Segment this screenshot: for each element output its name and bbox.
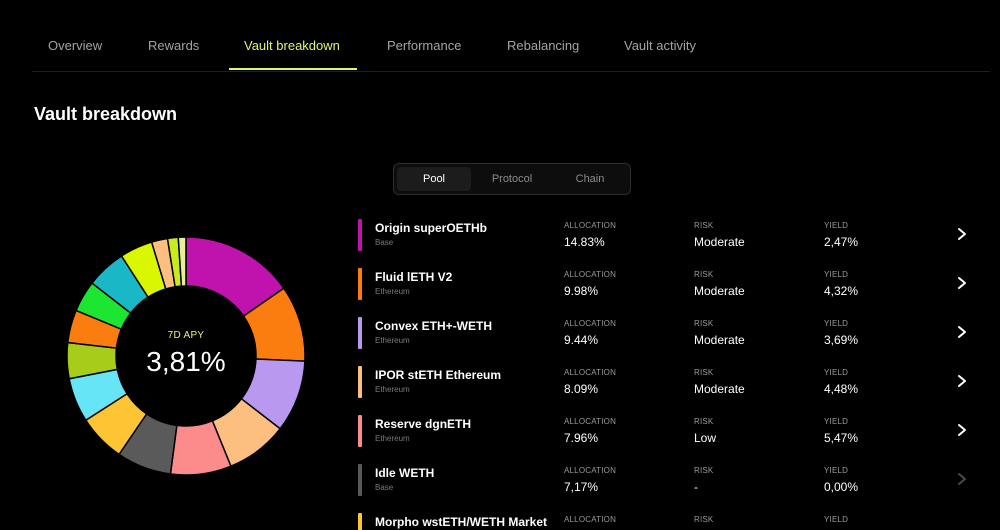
- yield-label: YIELD: [824, 466, 849, 475]
- pool-row[interactable]: Origin superOETHb Base ALLOCATION 14.83%…: [358, 219, 978, 259]
- pool-row[interactable]: IPOR stETH Ethereum Ethereum ALLOCATION …: [358, 366, 978, 406]
- toggle-protocol[interactable]: Protocol: [491, 173, 533, 185]
- pool-color-bar: [358, 366, 362, 398]
- tab-performance[interactable]: Performance: [387, 38, 462, 53]
- tab-rewards[interactable]: Rewards: [148, 38, 200, 53]
- pool-row[interactable]: Fluid lETH V2 Ethereum ALLOCATION 9.98% …: [358, 268, 978, 308]
- pool-chain: Base: [375, 483, 394, 492]
- tab-overview[interactable]: Overview: [48, 38, 103, 53]
- allocation-label: ALLOCATION: [564, 270, 617, 279]
- pool-row[interactable]: Convex ETH+-WETH Ethereum ALLOCATION 9.4…: [358, 317, 978, 357]
- risk-label: RISK: [694, 319, 714, 328]
- pool-row[interactable]: Reserve dgnETH Ethereum ALLOCATION 7.96%…: [358, 415, 978, 455]
- yield-value: 4,32%: [824, 284, 859, 298]
- yield-label: YIELD: [824, 368, 849, 377]
- risk-label: RISK: [694, 466, 714, 475]
- yield-value: 4,48%: [824, 382, 859, 396]
- risk-value: Low: [694, 431, 717, 445]
- chevron-right-icon[interactable]: [954, 225, 970, 243]
- pool-name: Convex ETH+-WETH: [375, 319, 493, 333]
- risk-value: Moderate: [694, 382, 745, 396]
- tab-vault-breakdown[interactable]: Vault breakdown: [244, 38, 340, 53]
- chevron-right-icon[interactable]: [954, 421, 970, 439]
- risk-value: Moderate: [694, 235, 745, 249]
- risk-label: RISK: [694, 221, 714, 230]
- chevron-right-icon[interactable]: [954, 323, 970, 341]
- allocation-value: 9.98%: [564, 284, 599, 298]
- allocation-label: ALLOCATION: [564, 221, 617, 230]
- risk-label: RISK: [694, 368, 714, 377]
- allocation-label: ALLOCATION: [564, 368, 617, 377]
- pool-row[interactable]: Morpho wstETH/WETH Market ALLOCATION RIS…: [358, 513, 978, 530]
- chevron-right-icon[interactable]: [954, 274, 970, 292]
- group-by-toggle: Pool Protocol Chain: [393, 163, 631, 195]
- tab-vault-activity[interactable]: Vault activity: [624, 38, 697, 53]
- risk-label: RISK: [694, 417, 714, 426]
- allocation-label: ALLOCATION: [564, 466, 617, 475]
- pool-name: Fluid lETH V2: [375, 270, 453, 284]
- active-tab-indicator: [229, 68, 357, 70]
- allocation-value: 14.83%: [564, 235, 605, 249]
- tab-rebalancing[interactable]: Rebalancing: [507, 38, 580, 53]
- pool-color-bar: [358, 219, 362, 251]
- apy-value: 3,81%: [146, 346, 226, 377]
- pool-color-bar: [358, 513, 362, 530]
- pool-name: Idle WETH: [375, 466, 435, 480]
- allocation-value: 9.44%: [564, 333, 599, 347]
- section-title: Vault breakdown: [34, 104, 178, 124]
- toggle-chain[interactable]: Chain: [575, 173, 605, 185]
- pool-color-bar: [358, 317, 362, 349]
- yield-label: YIELD: [824, 221, 849, 230]
- yield-label: YIELD: [824, 270, 849, 279]
- yield-value: 2,47%: [824, 235, 859, 249]
- toggle-pool[interactable]: Pool: [397, 167, 471, 191]
- allocation-donut-chart: 7D APY 3,81%: [66, 236, 306, 476]
- yield-value: 5,47%: [824, 431, 859, 445]
- risk-value: Moderate: [694, 284, 745, 298]
- allocation-value: 7.96%: [564, 431, 599, 445]
- allocation-value: 7,17%: [564, 480, 599, 494]
- pool-color-bar: [358, 415, 362, 447]
- tab-bar: Overview Rewards Vault breakdown Perform…: [32, 0, 990, 72]
- chevron-right-icon[interactable]: [954, 372, 970, 390]
- chevron-right-icon[interactable]: [954, 470, 970, 488]
- allocation-label: ALLOCATION: [564, 319, 617, 328]
- pool-name: IPOR stETH Ethereum: [375, 368, 502, 382]
- pool-chain: Base: [375, 238, 394, 247]
- pool-chain: Ethereum: [375, 385, 410, 394]
- pool-name: Reserve dgnETH: [375, 417, 472, 431]
- donut-svg: [66, 236, 306, 476]
- risk-label: RISK: [694, 515, 714, 524]
- risk-value: -: [694, 480, 698, 494]
- apy-label: 7D APY: [167, 330, 205, 341]
- yield-value: 0,00%: [824, 480, 859, 494]
- pool-name: Origin superOETHb: [375, 221, 488, 235]
- allocation-label: ALLOCATION: [564, 515, 617, 524]
- pool-chain: Ethereum: [375, 287, 410, 296]
- pool-color-bar: [358, 268, 362, 300]
- yield-label: YIELD: [824, 417, 849, 426]
- allocation-label: ALLOCATION: [564, 417, 617, 426]
- yield-value: 3,69%: [824, 333, 859, 347]
- pool-color-bar: [358, 464, 362, 496]
- pool-chain: Ethereum: [375, 336, 410, 345]
- donut-segment[interactable]: [177, 236, 187, 287]
- risk-value: Moderate: [694, 333, 745, 347]
- pool-name: Morpho wstETH/WETH Market: [375, 515, 548, 529]
- risk-label: RISK: [694, 270, 714, 279]
- pool-row[interactable]: Idle WETH Base ALLOCATION 7,17% RISK - Y…: [358, 464, 978, 504]
- allocation-value: 8.09%: [564, 382, 599, 396]
- yield-label: YIELD: [824, 319, 849, 328]
- yield-label: YIELD: [824, 515, 849, 524]
- pool-chain: Ethereum: [375, 434, 410, 443]
